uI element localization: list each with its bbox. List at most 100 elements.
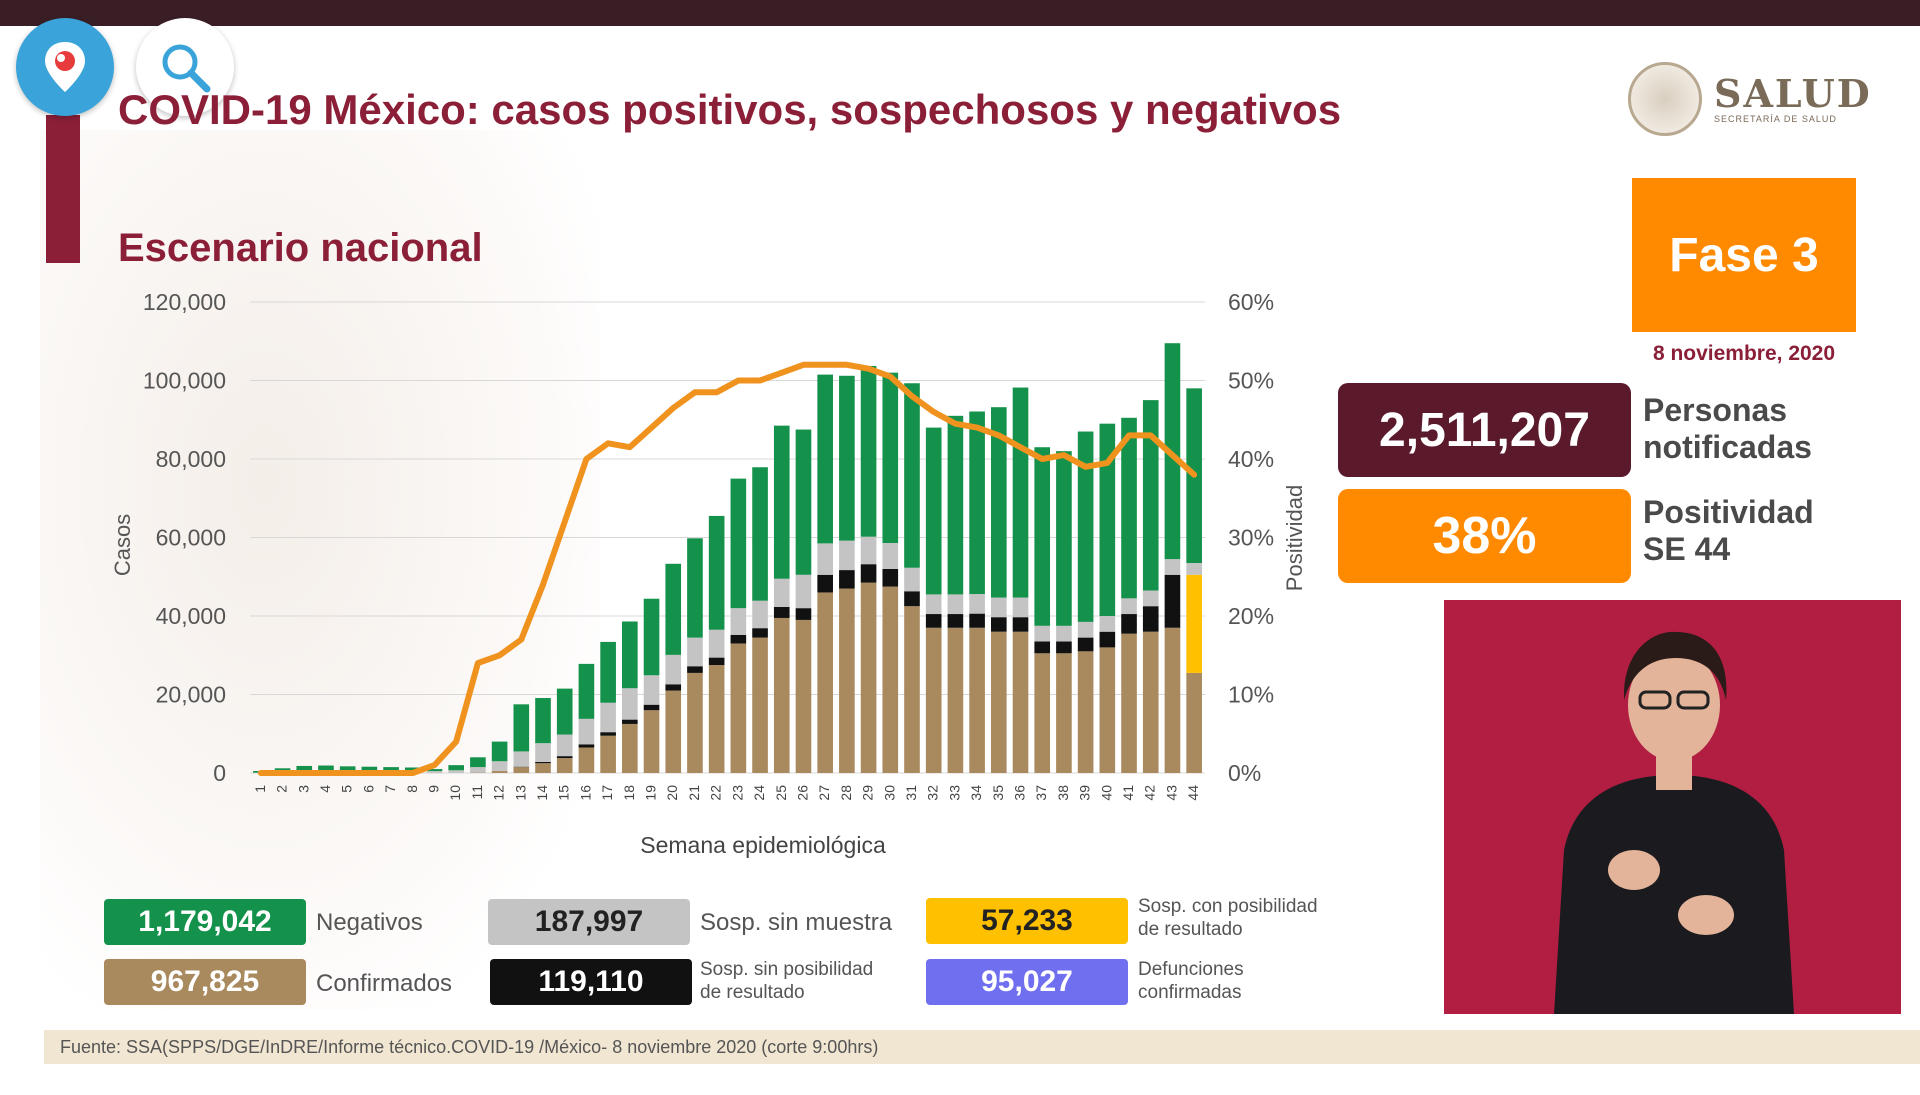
bar-sin_muestra (448, 770, 465, 773)
bar-confirmados (1077, 651, 1094, 773)
sign-language-interpreter (1444, 600, 1901, 1014)
bar-negativos (339, 766, 356, 772)
bar-confirmados (990, 631, 1007, 773)
positividad-value: 38% (1338, 489, 1631, 583)
phase-badge: Fase 3 (1632, 178, 1856, 332)
page-subtitle: Escenario nacional (118, 226, 483, 270)
personas-label-line2: notificadas (1643, 429, 1812, 465)
periscope-pin-icon[interactable] (16, 18, 114, 116)
bar-negativos (470, 757, 486, 768)
positividad-label-line1: Positividad (1643, 494, 1814, 530)
bar-confirmados (752, 637, 768, 773)
bar-negativos (361, 766, 378, 772)
brand-sub: SECRETARÍA DE SALUD (1714, 114, 1837, 124)
x-tick-label: 15 (556, 785, 572, 801)
x-tick-label: 40 (1098, 785, 1114, 801)
bar-sin_posibilidad (1142, 606, 1159, 632)
bar-sin_muestra (752, 600, 768, 629)
bar-sin_muestra (925, 594, 942, 615)
bar-confirmados (817, 592, 833, 773)
bar-sin_posibilidad (556, 756, 573, 759)
bar-sin_muestra (969, 594, 985, 614)
bar-confirmados (556, 758, 573, 773)
x-tick-label: 5 (339, 785, 355, 793)
confirmados-value: 967,825 (104, 959, 306, 1005)
bar-negativos (730, 478, 747, 609)
bar-sin_posibilidad (1056, 641, 1072, 654)
bar-confirmados (904, 606, 920, 773)
bar-con_posibilidad (1186, 574, 1202, 673)
bar-confirmados (773, 617, 790, 773)
bar-sin_posibilidad (643, 704, 660, 711)
confirmados-label: Confirmados (316, 970, 453, 997)
bar-negativos (600, 641, 616, 703)
bar-negativos (687, 538, 703, 638)
x-tick-label: 11 (469, 785, 485, 800)
bar-negativos (839, 375, 855, 541)
y-tick-label: 80,000 (156, 446, 226, 472)
y2-tick-label: 50% (1228, 368, 1274, 394)
bar-sin_posibilidad (817, 574, 833, 593)
bar-negativos (578, 663, 595, 719)
personas-notificadas-label: Personas notificadas (1643, 392, 1812, 466)
x-tick-label: 44 (1185, 785, 1201, 801)
x-tick-label: 12 (491, 785, 507, 801)
positividad-label-line2: SE 44 (1643, 531, 1731, 567)
defunciones-label: Defunciones confirmadas (1138, 958, 1244, 1004)
positividad-label: Positividad SE 44 (1643, 494, 1814, 568)
x-tick-label: 31 (903, 785, 919, 801)
con-posibilidad-value: 57,233 (926, 898, 1128, 944)
bar-sin_posibilidad (882, 568, 899, 587)
y2-tick-label: 30% (1228, 525, 1274, 551)
x-tick-label: 25 (773, 785, 789, 801)
x-tick-label: 39 (1077, 785, 1093, 801)
y2-tick-label: 40% (1228, 446, 1274, 472)
x-tick-label: 17 (599, 785, 615, 801)
bar-negativos (383, 767, 399, 772)
bar-sin_muestra (795, 574, 812, 609)
bar-sin_muestra (947, 594, 964, 615)
bar-sin_muestra (1012, 597, 1029, 618)
bar-negativos (773, 425, 790, 579)
bar-confirmados (1121, 633, 1137, 773)
x-tick-label: 9 (425, 785, 441, 793)
x-tick-label: 19 (643, 785, 659, 801)
background-motif (40, 130, 600, 1010)
bar-sin_posibilidad (708, 657, 725, 666)
bar-sin_posibilidad (839, 570, 855, 589)
bar-confirmados (643, 710, 660, 773)
bar-negativos (622, 621, 638, 689)
x-tick-label: 7 (382, 785, 398, 793)
bar-sin_muestra (535, 743, 551, 763)
bar-sin_muestra (773, 578, 790, 607)
bar-negativos (969, 411, 985, 595)
seal-icon (1628, 62, 1702, 136)
x-tick-label: 22 (708, 785, 724, 801)
bar-confirmados (1099, 647, 1116, 773)
bar-sin_muestra (730, 608, 747, 635)
bar-sin_muestra (708, 629, 725, 658)
bar-sin_posibilidad (990, 617, 1007, 632)
bar-confirmados (969, 627, 985, 773)
search-icon[interactable] (136, 18, 234, 116)
negativos-value: 1,179,042 (104, 899, 306, 945)
x-tick-label: 41 (1120, 785, 1136, 801)
x-tick-label: 34 (968, 785, 984, 801)
x-tick-label: 20 (664, 785, 680, 801)
bar-negativos (296, 765, 313, 772)
personas-notificadas-value: 2,511,207 (1338, 383, 1631, 477)
y-tick-label: 0 (213, 760, 226, 786)
bar-confirmados (535, 763, 551, 773)
x-tick-label: 37 (1033, 785, 1049, 801)
bar-sin_posibilidad (578, 744, 595, 748)
bar-sin_muestra (622, 688, 638, 720)
y-tick-label: 120,000 (143, 289, 226, 315)
y-tick-label: 20,000 (156, 682, 226, 708)
phase-date: 8 noviembre, 2020 (1652, 342, 1836, 365)
sin-posibilidad-label-line2: de resultado (700, 982, 805, 1003)
x-tick-label: 32 (925, 785, 941, 801)
bar-negativos (947, 415, 964, 595)
bar-negativos (426, 769, 443, 772)
x-tick-label: 1 (252, 785, 268, 793)
bar-negativos (882, 372, 899, 543)
